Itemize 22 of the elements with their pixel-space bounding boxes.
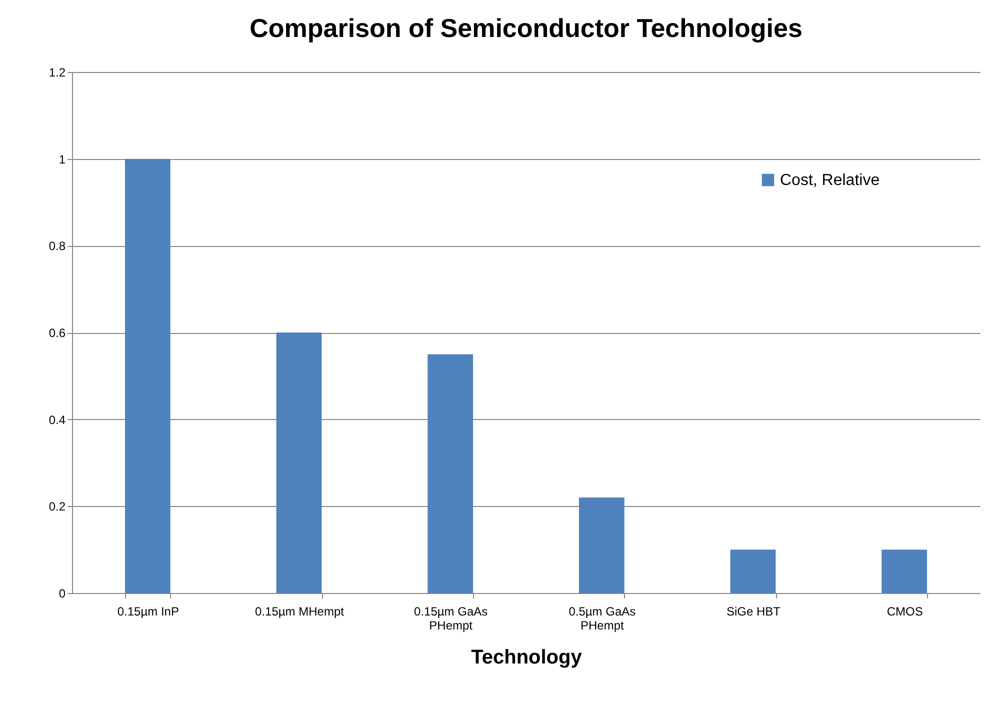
y-tick-label: 0 [58,586,66,600]
x-tick-label: 0.15µm MHempt [255,604,345,618]
x-tick-label: 0.15µm InP [117,604,179,618]
y-tick-label: 1 [58,152,66,166]
x-axis-title: Technology [471,646,583,668]
y-tick-label: 0.6 [48,326,66,340]
bar [882,550,928,593]
x-tick-label: 0.15µm GaAs PHempt [414,604,488,632]
bar [578,497,624,593]
legend-label: Cost, Relative [780,172,880,189]
y-tick-label: 0.4 [48,412,66,427]
y-tick-label: 1.2 [48,66,66,80]
x-tick-label: SiGe HBT [726,604,782,618]
bar [428,354,474,593]
y-tick-label: 0.8 [48,239,66,254]
bar [124,158,170,593]
x-tick-label: 0.5µm GaAs PHempt [568,604,636,632]
bar [276,332,322,593]
chart-title: Comparison of Semiconductor Technologies [250,13,802,43]
x-tick-label: CMOS [886,604,923,618]
y-tick-label: 0.2 [48,500,66,514]
bar [730,550,776,593]
